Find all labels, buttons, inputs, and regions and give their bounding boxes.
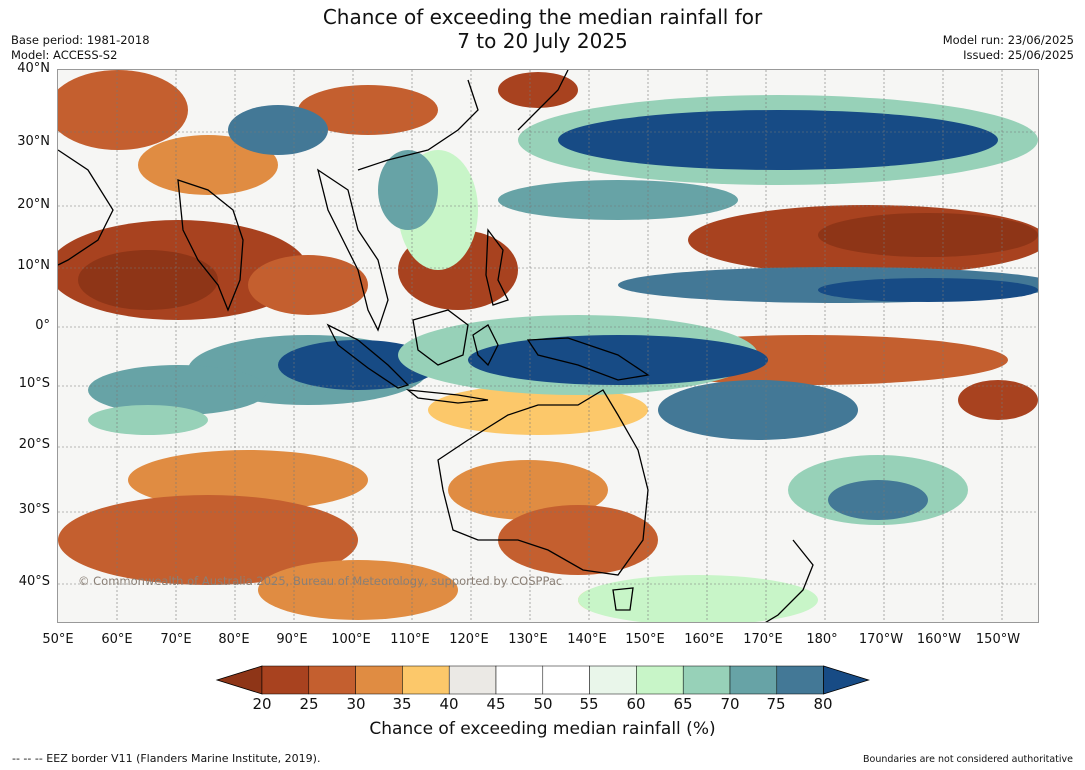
coastlines xyxy=(58,70,814,622)
lat-label: 40°N xyxy=(17,61,50,76)
lat-label: 40°S xyxy=(18,574,50,589)
lon-label: 130°E xyxy=(508,632,548,647)
lat-label: 20°S xyxy=(18,437,50,452)
colorbar-cells xyxy=(215,665,870,695)
colorbar-tick: 55 xyxy=(579,695,599,713)
map-title: Chance of exceeding the median rainfall … xyxy=(0,5,1085,53)
colorbar-extend-low xyxy=(215,665,263,695)
lon-label: 170°E xyxy=(743,632,783,647)
colorbar-tick: 75 xyxy=(766,695,786,713)
boundaries-disclaimer: Boundaries are not considered authoritat… xyxy=(863,754,1073,765)
colorbar-cell xyxy=(776,665,824,695)
lon-label: 100°E xyxy=(331,632,371,647)
colorbar-cell xyxy=(448,665,497,695)
wet-anomaly-areas xyxy=(88,95,1038,622)
colorbar xyxy=(215,665,870,695)
lon-label: 180° xyxy=(806,632,838,647)
lon-label: 50°E xyxy=(42,632,74,647)
dry-anomaly-areas xyxy=(58,70,1038,620)
colorbar-tick: 20 xyxy=(252,695,272,713)
colorbar-cell xyxy=(355,665,403,695)
lat-label: 30°N xyxy=(17,134,50,149)
model-name: Model: ACCESS-S2 xyxy=(11,48,118,62)
colorbar-tick: 40 xyxy=(439,695,459,713)
colorbar-cell xyxy=(589,665,637,695)
lon-label: 160°E xyxy=(684,632,724,647)
lon-label: 110°E xyxy=(390,632,430,647)
lon-label: 90°E xyxy=(276,632,308,647)
rainfall-map xyxy=(57,69,1039,623)
map-title-line2: 7 to 20 July 2025 xyxy=(457,29,628,53)
colorbar-tick: 35 xyxy=(392,695,412,713)
colorbar-cell xyxy=(729,665,778,695)
meta-left: Base period: 1981-2018 Model: ACCESS-S2 xyxy=(11,33,150,63)
lat-label: 20°N xyxy=(17,197,50,212)
graticule xyxy=(58,70,1038,622)
base-period: Base period: 1981-2018 xyxy=(11,33,150,47)
lon-label: 150°E xyxy=(625,632,665,647)
colorbar-cell xyxy=(308,665,356,695)
lon-label: 70°E xyxy=(160,632,192,647)
model-run: Model run: 23/06/2025 xyxy=(942,33,1074,47)
lon-label: 80°E xyxy=(218,632,250,647)
colorbar-cell xyxy=(495,665,544,695)
lon-label: 150°W xyxy=(975,632,1021,647)
map-title-line1: Chance of exceeding the median rainfall … xyxy=(322,5,763,29)
lat-label: 10°S xyxy=(18,376,50,391)
lat-label: 0° xyxy=(35,318,50,333)
lat-label: 30°S xyxy=(18,502,50,517)
lon-label: 170°W xyxy=(858,632,904,647)
colorbar-tick: 65 xyxy=(673,695,693,713)
colorbar-tick: 50 xyxy=(533,695,553,713)
colorbar-cell xyxy=(682,665,731,695)
meta-right: Model run: 23/06/2025 Issued: 25/06/2025 xyxy=(943,33,1074,63)
colorbar-tick: 30 xyxy=(346,695,366,713)
issued-date: Issued: 25/06/2025 xyxy=(963,48,1074,62)
colorbar-tick: 60 xyxy=(626,695,646,713)
lon-label: 140°E xyxy=(567,632,607,647)
eez-border-note: -- -- -- EEZ border V11 (Flanders Marine… xyxy=(12,752,321,765)
lon-label: 160°W xyxy=(916,632,962,647)
lon-label: 120°E xyxy=(449,632,489,647)
copyright-notice: © Commonwealth of Australia 2025, Bureau… xyxy=(78,574,563,588)
colorbar-extend-high xyxy=(823,665,870,695)
colorbar-tick: 25 xyxy=(299,695,319,713)
colorbar-tick: 45 xyxy=(486,695,506,713)
lat-label: 10°N xyxy=(17,258,50,273)
colorbar-cell xyxy=(261,665,310,695)
colorbar-title: Chance of exceeding median rainfall (%) xyxy=(369,719,716,739)
colorbar-tick: 80 xyxy=(813,695,833,713)
colorbar-cell xyxy=(636,665,684,695)
colorbar-tick: 70 xyxy=(720,695,740,713)
colorbar-cell xyxy=(542,665,590,695)
lon-label: 60°E xyxy=(101,632,133,647)
colorbar-cell xyxy=(402,665,450,695)
rainfall-map-svg xyxy=(58,70,1038,622)
